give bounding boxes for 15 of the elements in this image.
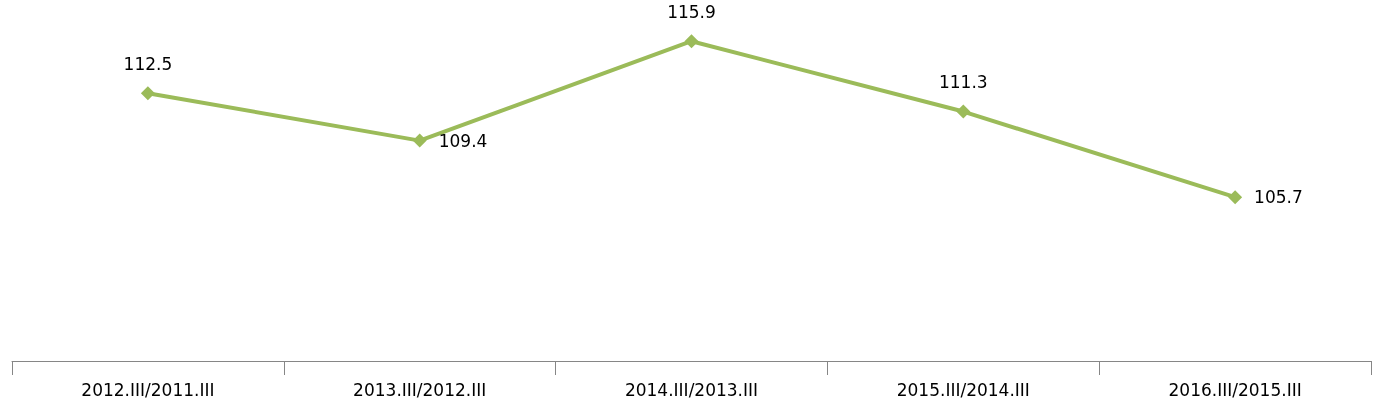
- x-tick-label: 2012.III/2011.III: [81, 379, 215, 400]
- data-label: 109.4: [438, 130, 488, 151]
- point: [1228, 190, 1243, 205]
- point: [684, 34, 699, 49]
- point: [412, 133, 427, 148]
- data-label: 111.3: [938, 72, 988, 93]
- x-tick-label: 2013.III/2012.III: [353, 379, 487, 400]
- x-tick-label: 2014.III/2013.III: [624, 379, 759, 400]
- data-label: 115.9: [667, 1, 716, 22]
- x-tick-label: 2015.III/2014.III: [896, 379, 1030, 400]
- x-tick-label: 2016.III/2015.III: [1168, 379, 1302, 400]
- point: [956, 104, 971, 119]
- data-label: 112.5: [123, 53, 173, 74]
- data-label: 105.7: [1254, 187, 1303, 208]
- point: [140, 86, 155, 101]
